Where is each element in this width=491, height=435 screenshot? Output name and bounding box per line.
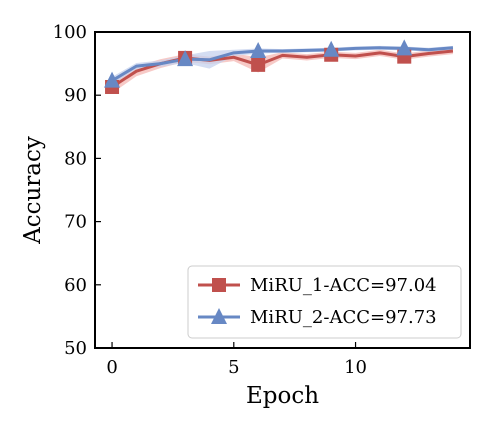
legend-entry-1: MiRU_1-ACC=97.04 [250,275,437,296]
series-2-point [323,40,340,57]
series-lines [111,46,454,89]
series-1-point [251,57,266,72]
legend-marker [211,308,227,324]
x-tick-label: 0 [106,357,117,378]
y-tick-label: 60 [64,275,87,296]
y-tick-label: 100 [53,22,87,43]
series-2-point [177,50,194,67]
legend-entry-2: MiRU_2-ACC=97.73 [250,307,437,328]
x-tick-label: 5 [228,357,239,378]
x-tick-label: 10 [344,357,367,378]
legend: MiRU_1-ACC=97.04 MiRU_2-ACC=97.73 [187,265,462,339]
y-tick-label: 50 [64,338,87,359]
y-tick-label: 80 [64,148,87,169]
legend-marker [212,278,226,292]
legend-box [187,265,462,339]
axis-ticks: 0 5 10 50 60 70 80 90 100 [53,22,367,378]
series-2-point [396,39,413,56]
y-axis-label: Accuracy [20,136,46,245]
y-tick-label: 70 [64,212,87,233]
series-2-point [104,71,121,88]
series-2-band [112,45,453,85]
series-2-point [250,41,267,58]
plot-frame [94,31,471,349]
series-markers [104,39,413,94]
series-2-line [111,46,454,82]
x-axis-label: Epoch [246,383,319,409]
y-tick-label: 90 [64,85,87,106]
